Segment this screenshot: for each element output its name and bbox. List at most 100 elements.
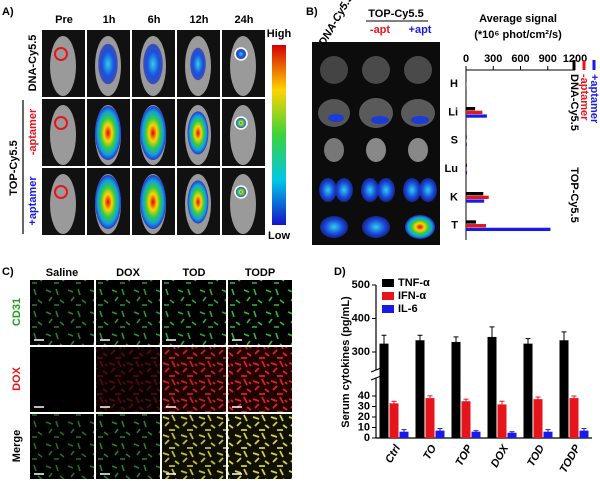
signal <box>236 49 246 59</box>
signal <box>236 118 246 128</box>
bar <box>523 343 533 438</box>
x-tick-label: TOP <box>454 442 476 468</box>
tumor-marker <box>54 185 68 199</box>
bar <box>533 399 543 438</box>
mouse-body <box>50 36 76 96</box>
tumor-marker <box>234 47 248 61</box>
bar <box>471 431 481 438</box>
bar <box>466 192 484 196</box>
micrograph <box>228 414 292 479</box>
x-tick-label: DOX <box>489 442 512 469</box>
bar <box>379 343 389 438</box>
y-tick-label: 0 <box>364 432 370 444</box>
bar <box>399 431 409 438</box>
bar <box>466 171 468 175</box>
x-tick-label: TOD <box>525 443 547 469</box>
legend-swatch <box>382 279 394 287</box>
time-label: 6h <box>148 14 161 26</box>
group-label: TOP-Cy5.5 <box>8 140 20 195</box>
x-tick-label: 900 <box>539 53 557 65</box>
column-label: Saline <box>46 267 78 279</box>
bar <box>559 340 569 438</box>
legend-swatch <box>592 60 596 70</box>
bar <box>569 398 579 438</box>
bar <box>389 403 399 438</box>
y-tick-label: 400 <box>352 312 370 324</box>
micrograph <box>30 280 94 345</box>
signal <box>95 175 121 229</box>
y-tick-label: 500 <box>352 279 370 291</box>
mouse-body <box>230 105 256 165</box>
bar <box>466 227 551 232</box>
bar <box>487 336 497 438</box>
tumor-marker <box>54 47 68 61</box>
bar <box>435 430 445 438</box>
micrograph <box>228 347 292 412</box>
tumor-marker <box>234 185 248 199</box>
row-label: -aptamer <box>27 108 39 155</box>
signal <box>140 106 166 160</box>
micrograph <box>96 347 160 412</box>
bar <box>425 398 435 438</box>
color-bar <box>272 45 286 225</box>
signal <box>140 175 166 229</box>
bar <box>415 340 425 438</box>
legend-swatch <box>382 305 394 313</box>
photo-label: -apt <box>370 24 391 36</box>
micrograph <box>96 414 160 479</box>
axis-break <box>370 367 382 373</box>
row-label: +aptamer <box>27 176 39 226</box>
photo-label: +apt <box>409 24 432 36</box>
bar <box>497 404 507 438</box>
x-tick-label: TO <box>421 443 439 462</box>
time-label: Pre <box>55 14 73 26</box>
bar <box>461 401 471 438</box>
micrograph <box>162 347 226 412</box>
mouse-body <box>230 174 256 234</box>
micrograph <box>162 414 226 479</box>
scale-low: Low <box>268 230 290 242</box>
y-tick-label: 20 <box>358 411 370 423</box>
panel-label: A) <box>2 6 14 18</box>
legend-swatch <box>382 292 394 300</box>
organs <box>318 56 437 239</box>
axis-label: Serum cytokines (pg/mL) <box>340 296 352 428</box>
y-tick-label: T <box>451 220 458 232</box>
legend-swatch <box>582 60 586 70</box>
x-tick-label: 1200 <box>563 53 587 65</box>
bar <box>543 431 553 438</box>
y-tick-label: 10 <box>358 421 370 433</box>
micrograph <box>30 347 94 412</box>
column-label: TODP <box>245 267 275 279</box>
photo-label: DNA-Cy5.5 <box>317 0 356 48</box>
bar <box>466 110 483 114</box>
bar <box>466 167 467 171</box>
bar <box>466 224 486 228</box>
row-label: Merge <box>11 430 23 462</box>
mouse-body <box>50 105 76 165</box>
x-tick-label: 300 <box>484 53 502 65</box>
panel-label: D) <box>334 266 346 278</box>
legend-label: DNA-Cy5.5 <box>568 74 580 131</box>
time-label: 1h <box>103 14 116 26</box>
y-tick-label: 40 <box>358 390 370 402</box>
column-label: DOX <box>116 267 141 279</box>
signal <box>98 43 118 85</box>
photo-label: TOP-Cy5.5 <box>368 8 423 20</box>
column-label: TOD <box>182 267 205 279</box>
bar <box>579 430 589 438</box>
signal <box>95 106 121 160</box>
x-tick-label: 600 <box>511 53 529 65</box>
mouse-body <box>230 36 256 96</box>
bar <box>466 135 467 139</box>
y-tick-label: Li <box>448 106 458 118</box>
bar <box>451 341 461 438</box>
legend-group: TOP-Cy5.5 <box>568 167 580 222</box>
legend-swatch <box>572 60 576 70</box>
row-label: DOX <box>11 366 23 391</box>
micrograph <box>228 280 292 345</box>
y-tick-label: H <box>450 78 458 90</box>
signal <box>187 180 209 224</box>
bar <box>466 142 467 147</box>
